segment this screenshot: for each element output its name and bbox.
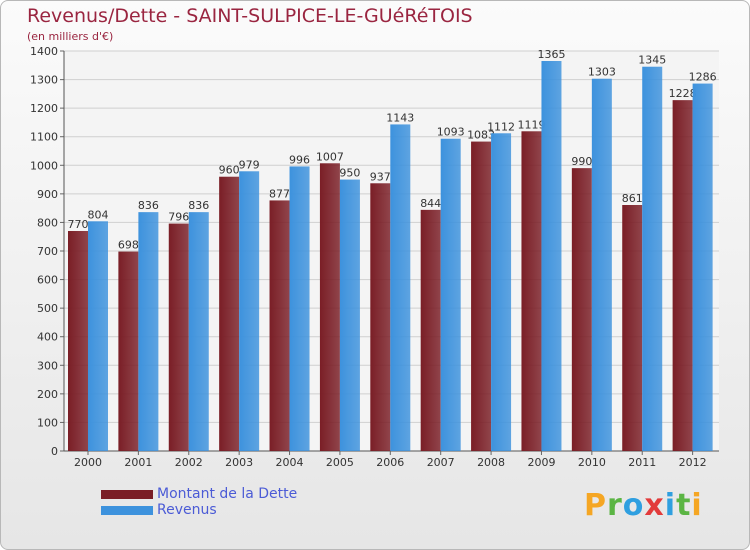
y-tick-label: 400	[37, 331, 58, 344]
y-tick-label: 800	[37, 216, 58, 229]
x-tick-label: 2005	[326, 456, 354, 469]
value-label-dette: 796	[168, 211, 189, 224]
x-tick-label: 2006	[376, 456, 404, 469]
value-label-dette: 990	[571, 155, 592, 168]
bar-revenus	[339, 179, 360, 452]
chart-title: Revenus/Dette - SAINT-SULPICE-LE-GUéRéTO…	[27, 5, 473, 27]
value-label-revenus: 1112	[487, 120, 515, 133]
bar-dette	[319, 163, 340, 452]
bar-revenus	[440, 138, 461, 451]
y-tick-label: 100	[37, 416, 58, 429]
y-tick-label: 1300	[30, 74, 58, 87]
bar-dette	[622, 205, 643, 451]
legend-swatch-dette	[101, 490, 153, 499]
value-label-revenus: 950	[339, 167, 360, 180]
bar-revenus	[88, 221, 108, 451]
y-tick-label: 700	[37, 245, 58, 258]
bar-revenus	[541, 61, 562, 451]
value-label-dette: 960	[219, 164, 240, 177]
logo-letter: t	[676, 488, 692, 523]
x-tick-label: 2008	[477, 456, 505, 469]
bar-revenus	[138, 212, 159, 451]
logo-letter: x	[644, 488, 665, 523]
x-tick-label: 2003	[225, 456, 253, 469]
value-label-revenus: 1303	[588, 66, 616, 79]
value-label-revenus: 1365	[537, 48, 565, 61]
value-label-revenus: 979	[239, 158, 260, 171]
value-label-dette: 1119	[517, 118, 545, 131]
chart-unit-subtitle: (en milliers d'€)	[27, 30, 114, 43]
value-label-revenus: 1345	[638, 54, 666, 67]
logo-letter: i	[664, 488, 677, 523]
y-tick-label: 1200	[30, 102, 58, 115]
y-tick-label: 1000	[30, 159, 58, 172]
value-label-dette: 861	[622, 192, 643, 205]
x-tick-label: 2002	[175, 456, 203, 469]
value-label-dette: 1007	[316, 150, 344, 163]
value-label-dette: 1083	[467, 129, 495, 142]
y-tick-label: 1400	[30, 45, 58, 58]
y-tick-label: 300	[37, 359, 58, 372]
bar-dette	[269, 200, 290, 451]
bar-dette	[471, 141, 492, 452]
x-tick-label: 2004	[276, 456, 304, 469]
x-tick-label: 2001	[124, 456, 152, 469]
x-tick-label: 2011	[628, 456, 656, 469]
x-tick-label: 2010	[578, 456, 606, 469]
value-label-dette: 1228	[669, 87, 697, 100]
y-tick-label: 0	[51, 445, 58, 458]
x-tick-label: 2009	[527, 456, 555, 469]
bar-revenus	[692, 83, 713, 452]
bar-revenus	[591, 78, 612, 451]
bar-dette	[68, 231, 88, 451]
value-label-dette: 877	[269, 187, 290, 200]
logo-letter: P	[584, 488, 607, 523]
logo-letter: o	[622, 488, 645, 523]
bar-revenus	[239, 171, 260, 452]
x-tick-label: 2000	[74, 456, 102, 469]
value-label-revenus: 1143	[386, 111, 414, 124]
legend-label-revenus: Revenus	[157, 502, 217, 518]
value-label-dette: 698	[118, 239, 139, 252]
value-label-revenus: 1286	[689, 71, 717, 84]
y-tick-label: 1100	[30, 131, 58, 144]
y-tick-label: 900	[37, 188, 58, 201]
bar-revenus	[642, 66, 663, 451]
legend-swatch-revenus	[101, 506, 153, 515]
legend-label-dette: Montant de la Dette	[157, 486, 298, 502]
value-label-revenus: 836	[138, 199, 159, 212]
x-tick-label: 2012	[679, 456, 707, 469]
bar-dette	[118, 251, 139, 451]
bar-revenus	[491, 133, 512, 452]
bar-revenus	[289, 166, 310, 451]
bar-dette	[571, 168, 592, 451]
y-tick-label: 200	[37, 388, 58, 401]
bar-dette	[370, 183, 391, 452]
bar-dette	[672, 100, 693, 452]
value-label-dette: 770	[68, 218, 89, 231]
value-label-revenus: 836	[188, 199, 209, 212]
y-tick-label: 500	[37, 302, 58, 315]
proxiti-logo: Proxiti	[584, 488, 703, 523]
value-label-revenus: 996	[289, 153, 310, 166]
y-tick-label: 600	[37, 274, 58, 287]
bar-dette	[521, 131, 542, 452]
logo-letter: r	[607, 488, 623, 523]
value-label-revenus: 804	[88, 208, 109, 221]
value-label-dette: 844	[420, 197, 441, 210]
value-label-revenus: 1093	[437, 126, 465, 139]
value-label-dette: 937	[370, 170, 391, 183]
x-tick-label: 2007	[427, 456, 455, 469]
logo-letter: i	[691, 488, 703, 523]
bar-dette	[420, 209, 441, 451]
bar-dette	[219, 176, 240, 451]
bar-revenus	[188, 212, 209, 451]
bar-dette	[168, 223, 189, 451]
bar-revenus	[390, 124, 411, 451]
